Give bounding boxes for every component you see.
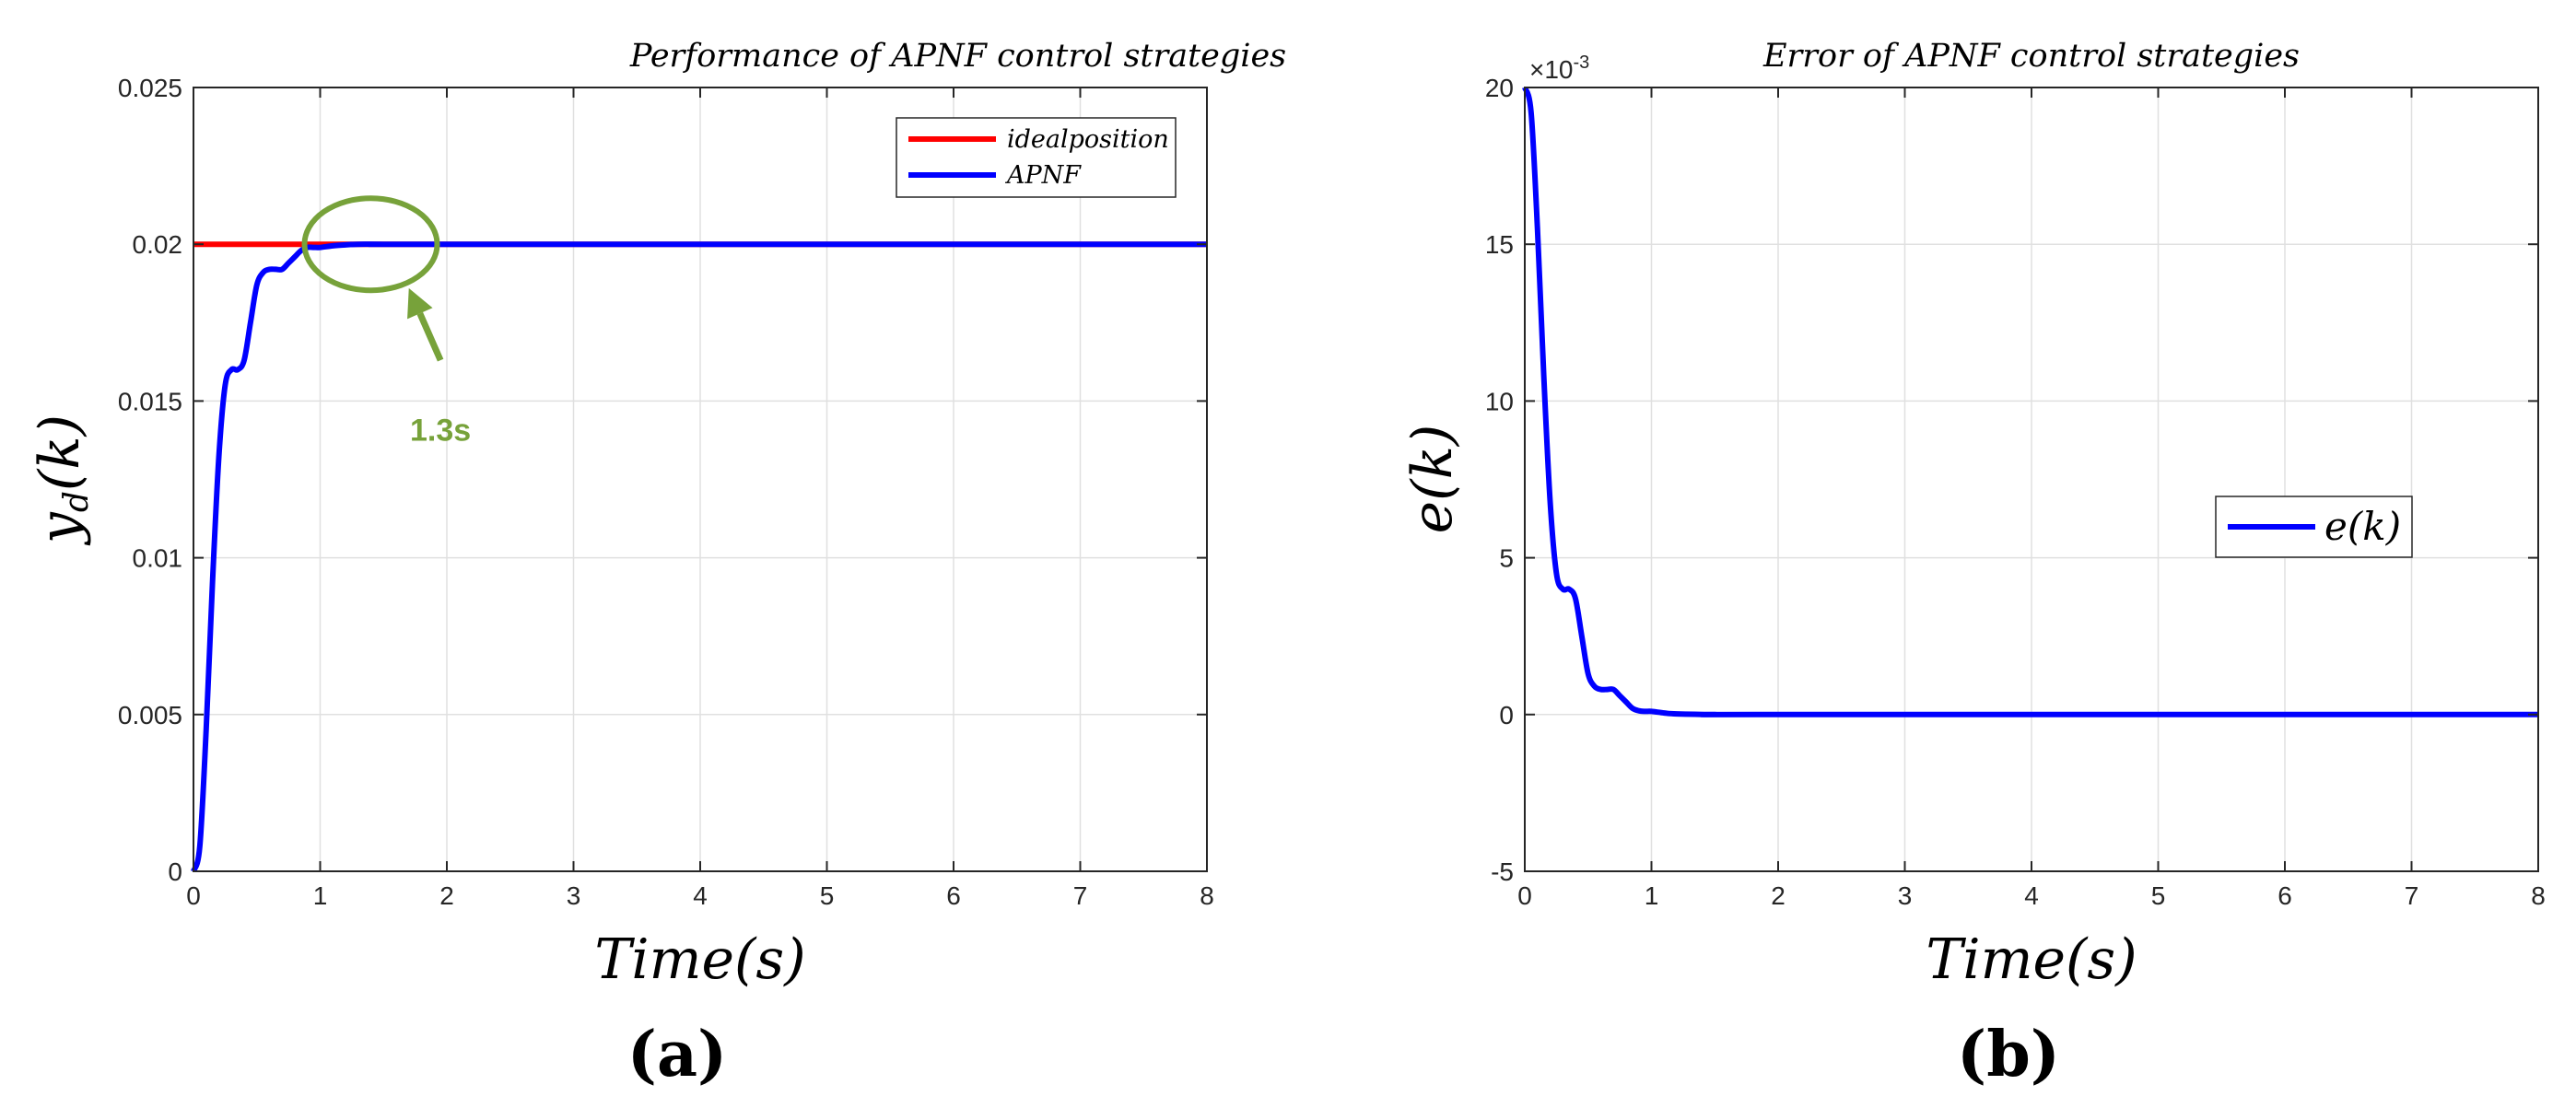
- ylabel-main: y: [28, 511, 92, 546]
- x-tick-label: 1: [1645, 881, 1659, 910]
- chart-b-series-e-k: [1522, 86, 2538, 717]
- y-tick-label: 0: [1499, 701, 1514, 729]
- legend-box: [896, 117, 1177, 198]
- x-tick-label: 8: [1200, 881, 1214, 910]
- x-tick-label: 7: [2405, 881, 2419, 910]
- legend-label-idealposition: idealposition: [1007, 125, 1169, 154]
- x-tick-label: 2: [439, 881, 454, 910]
- chart-b-ylabel: e(k): [1400, 425, 1465, 534]
- x-tick-label: 4: [693, 881, 708, 910]
- chart-a-grid: [193, 87, 1207, 871]
- x-tick-label: 3: [1898, 881, 1913, 910]
- chart-a-ticks: 0 1 2 3 4 5 6 7 8 0 0.005 0.01 0.015 0.02 0.025: [118, 74, 1214, 910]
- x-tick-label: 5: [820, 881, 835, 910]
- x-tick-label: 0: [1517, 881, 1532, 910]
- y-tick-label: 0.01: [133, 544, 183, 573]
- y-tick-label: 0.025: [118, 74, 182, 102]
- y-tick-label: 0.015: [118, 387, 182, 415]
- chart-a-panel-label: (a): [627, 1018, 727, 1091]
- x-tick-label: 6: [2277, 881, 2292, 910]
- x-tick-label: 5: [2151, 881, 2166, 910]
- chart-a: Performance of APNF control strategies 0…: [28, 38, 1286, 1091]
- chart-a-legend: idealposition APNF: [896, 117, 1177, 198]
- legend-label-ek: e(k): [2324, 504, 2401, 549]
- chart-a-ylabel: yd(k): [28, 414, 96, 546]
- x-tick-label: 8: [2531, 881, 2546, 910]
- chart-b-grid: [1525, 87, 2538, 871]
- annotation-arrowhead: [407, 287, 433, 320]
- chart-b-axis-multiplier: ×10-3: [1529, 52, 1589, 84]
- chart-b: Error of APNF control strategies 0 1 2 3 4 5 6…: [1400, 38, 2546, 1091]
- chart-b-legend: e(k): [2215, 496, 2413, 558]
- chart-b-xlabel: Time(s): [1926, 927, 2137, 992]
- annotation-label: 1.3s: [410, 413, 471, 448]
- ylabel-sub: d: [58, 491, 96, 512]
- chart-b-series: [1522, 86, 2538, 717]
- annotation-arrow: [416, 311, 444, 362]
- y-tick-label: 0: [168, 857, 182, 886]
- y-tick-label: 20: [1485, 74, 1514, 102]
- x-tick-label: 3: [567, 881, 581, 910]
- x-tick-label: 6: [946, 881, 961, 910]
- ylabel-tail: (k): [28, 414, 92, 491]
- chart-a-xlabel: Time(s): [594, 927, 805, 992]
- chart-a-title: Performance of APNF control strategies: [629, 38, 1286, 75]
- x-tick-label: 0: [186, 881, 201, 910]
- y-tick-label: -5: [1491, 857, 1514, 886]
- x-tick-label: 4: [2024, 881, 2039, 910]
- x-tick-label: 2: [1771, 881, 1786, 910]
- chart-b-panel-label: (b): [1957, 1018, 2060, 1091]
- chart-a-annotation: 1.3s: [301, 195, 471, 448]
- annotation-circle: [301, 195, 440, 294]
- legend-label-apnf: APNF: [1004, 161, 1082, 190]
- chart-a-series-apnf: [191, 241, 1207, 873]
- chart-b-title: Error of APNF control strategies: [1762, 38, 2300, 75]
- multiplier-exponent: -3: [1574, 52, 1590, 73]
- y-tick-label: 15: [1485, 230, 1514, 259]
- chart-a-series: [191, 241, 1207, 873]
- y-tick-label: 10: [1485, 387, 1514, 415]
- multiplier-base: ×10: [1529, 55, 1574, 84]
- y-tick-label: 5: [1499, 544, 1514, 573]
- y-tick-label: 0.005: [118, 701, 182, 729]
- x-tick-label: 7: [1073, 881, 1088, 910]
- x-tick-label: 1: [313, 881, 328, 910]
- y-tick-label: 0.02: [133, 230, 183, 259]
